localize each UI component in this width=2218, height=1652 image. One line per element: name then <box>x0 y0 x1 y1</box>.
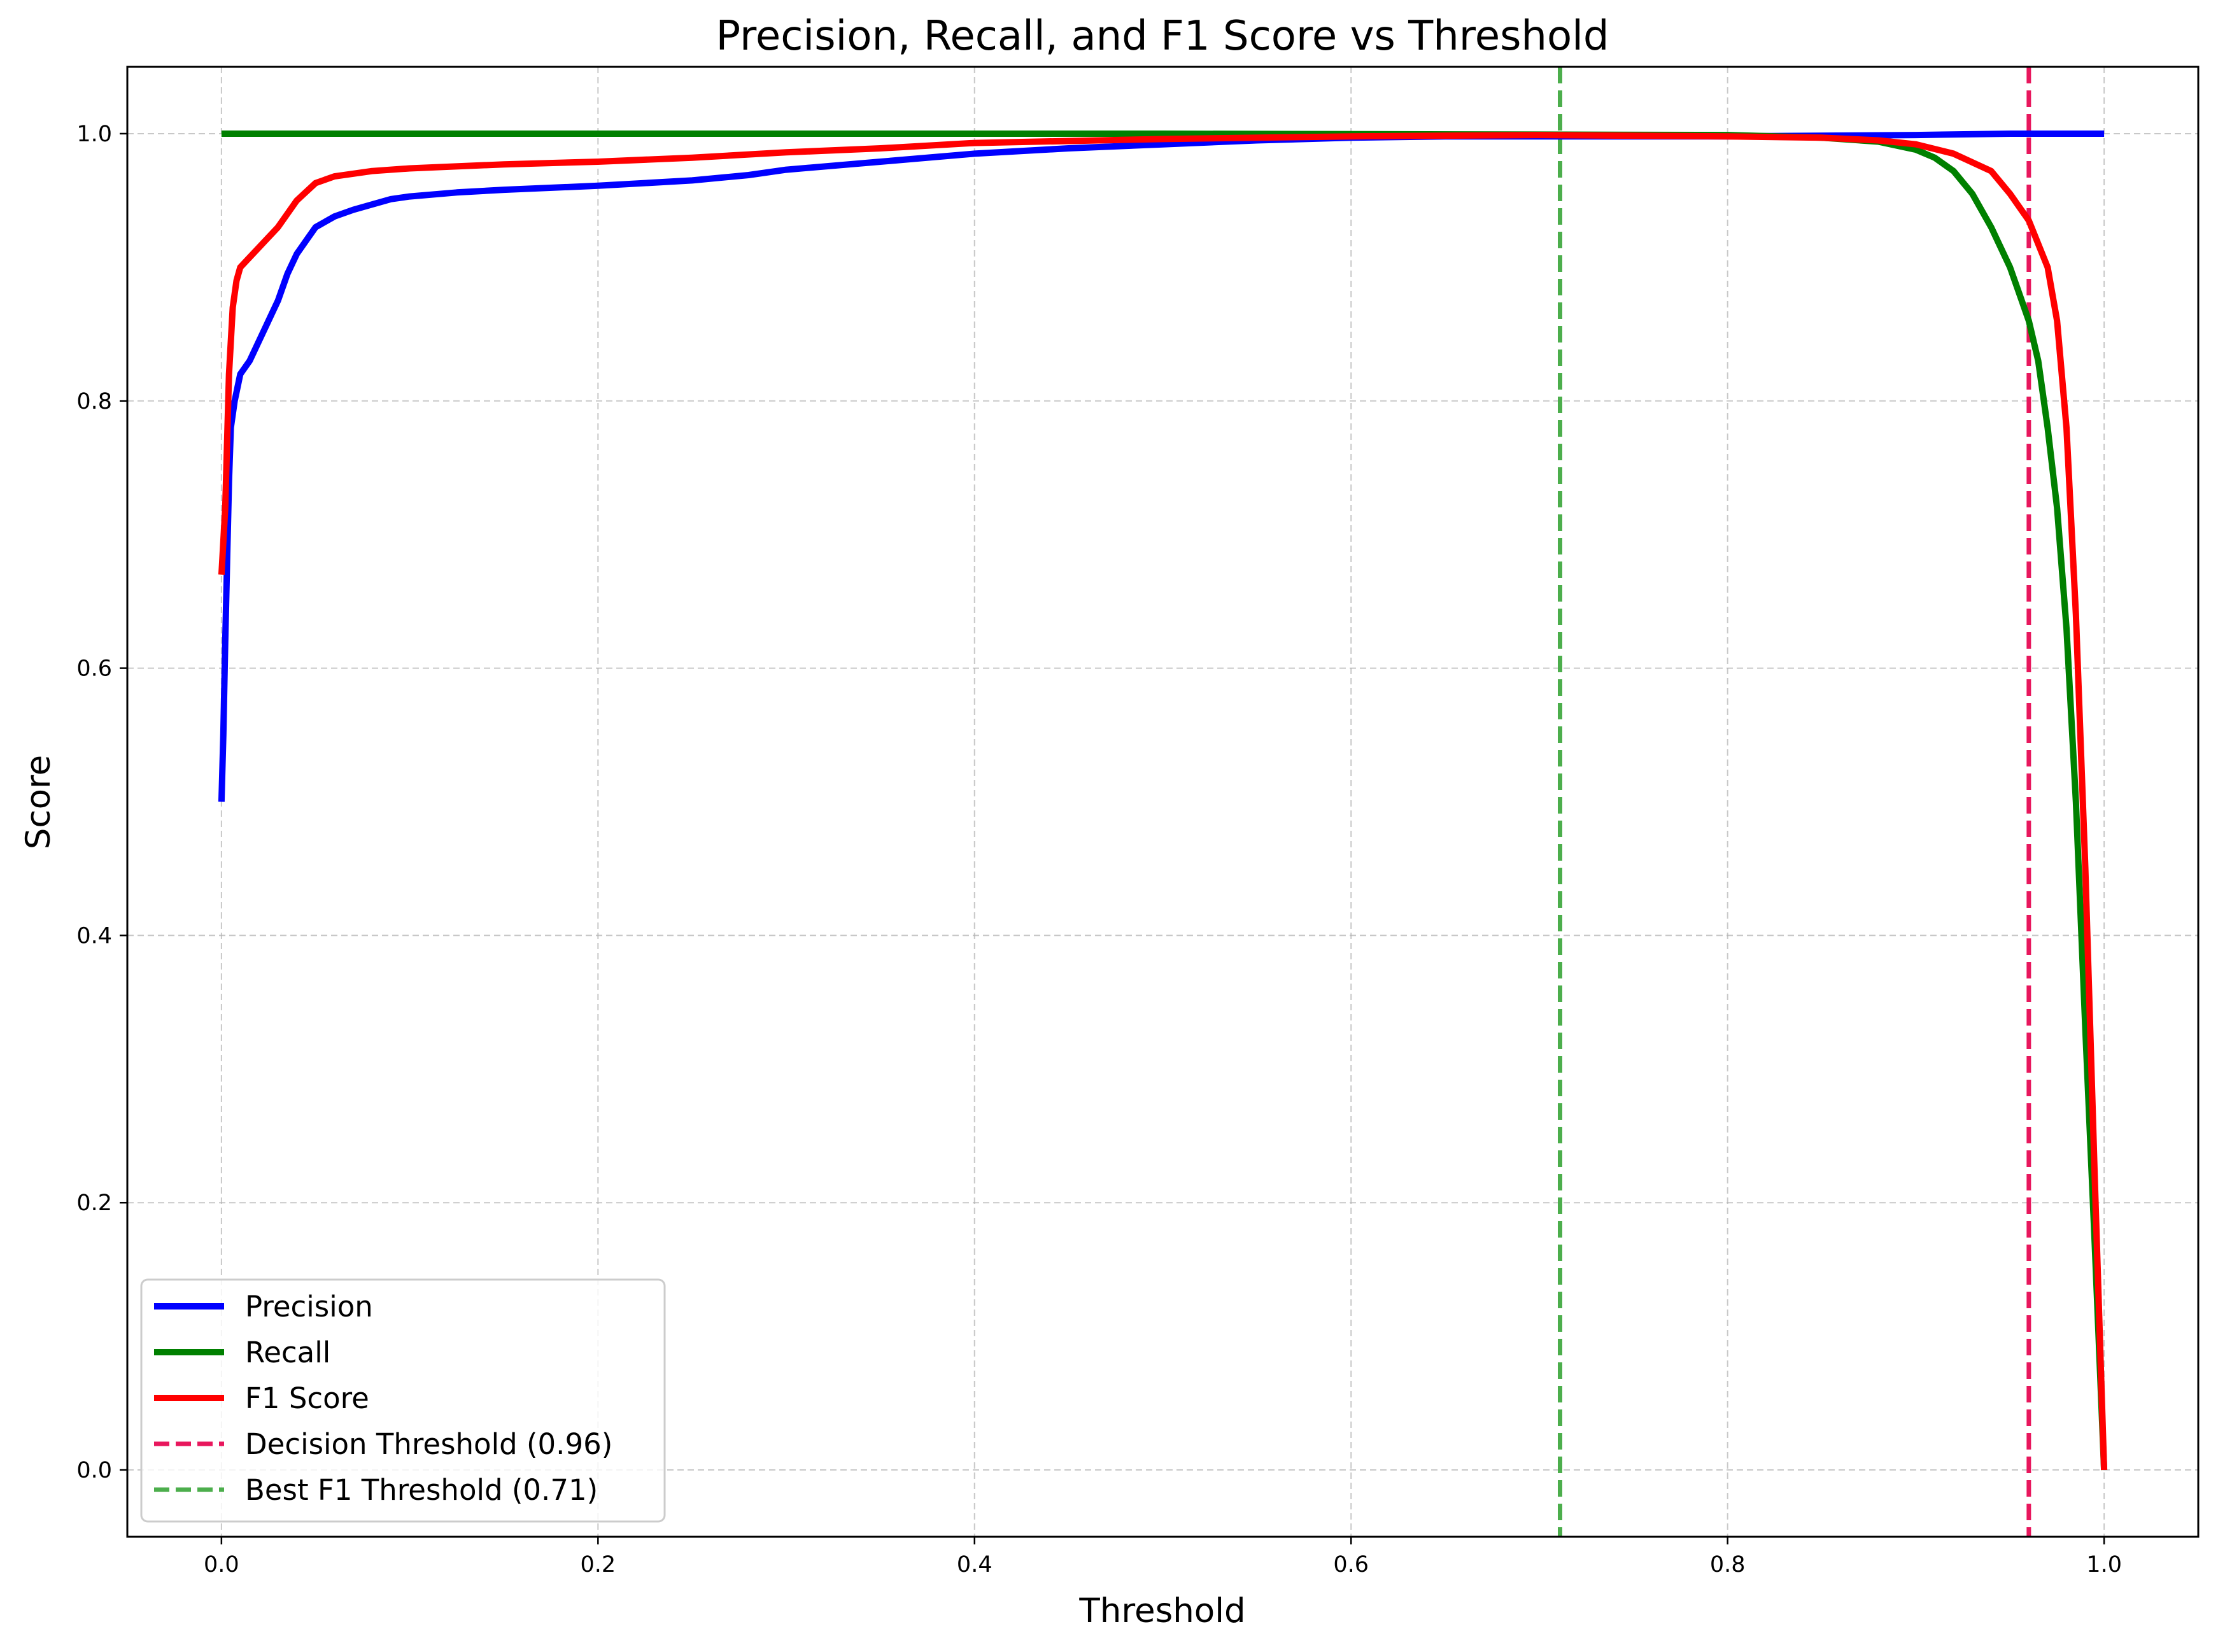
legend-box <box>140 1278 666 1523</box>
series-lines <box>218 131 2108 1471</box>
x-tick-label: 0.8 <box>1710 1552 1746 1578</box>
legend-label: Precision <box>245 1290 373 1324</box>
x-tick-label: 0.2 <box>580 1552 616 1578</box>
y-tick-label: 0.2 <box>76 1190 112 1216</box>
y-tick-label: 0.8 <box>76 389 112 414</box>
x-tick-label: 1.0 <box>2086 1552 2122 1578</box>
y-axis-title: Score <box>19 755 58 849</box>
x-tick-label: 0.4 <box>957 1552 992 1578</box>
x-axis-title: Threshold <box>1078 1592 1245 1630</box>
legend-label: Best F1 Threshold (0.71) <box>245 1473 598 1507</box>
legend-label: Recall <box>245 1336 330 1369</box>
legend-label: Decision Threshold (0.96) <box>245 1427 612 1461</box>
y-tick-label: 0.4 <box>76 923 112 949</box>
plot-area-frame <box>126 66 2200 1538</box>
x-tick-label: 0.6 <box>1333 1552 1369 1578</box>
legend-label: F1 Score <box>245 1381 369 1415</box>
axis-ticks: 0.0 0.2 0.4 0.6 0.8 1.0 0.0 0.2 0.4 0.6 0.8 1.0 <box>76 122 2122 1578</box>
chart-title: Precision, Recall, and F1 Score vs Thres… <box>716 13 1609 60</box>
x-tick-label: 0.0 <box>204 1552 239 1578</box>
y-tick-label: 0.0 <box>76 1458 112 1483</box>
legend-items: Precision Recall F1 Score Decision Threshol… <box>154 1290 612 1507</box>
legend: Precision Recall F1 Score Decision Threshol… <box>140 1278 666 1523</box>
y-tick-label: 1.0 <box>76 122 112 147</box>
y-tick-label: 0.6 <box>76 656 112 682</box>
series-f1-score <box>218 132 2108 1471</box>
